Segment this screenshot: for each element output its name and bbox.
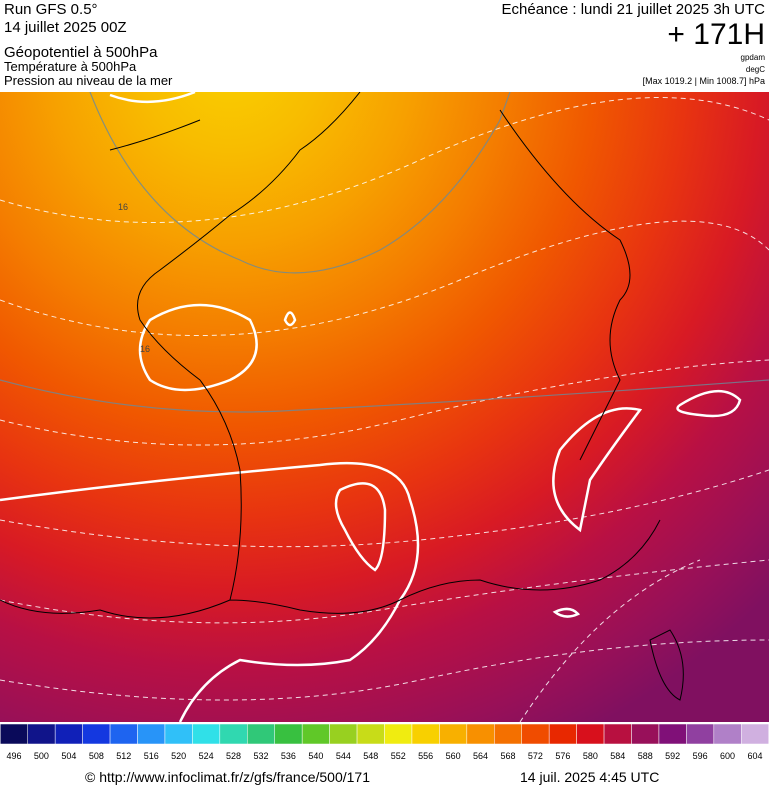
- color-swatch: [658, 723, 687, 745]
- colorbar-label: 588: [638, 751, 653, 761]
- color-swatch: [82, 723, 111, 745]
- pressure-contours: [0, 92, 742, 722]
- color-swatch: [192, 723, 221, 745]
- model-run: Run GFS 0.5°: [4, 1, 98, 18]
- color-swatch: [274, 723, 303, 745]
- color-swatch: [219, 723, 248, 745]
- color-swatch: [137, 723, 166, 745]
- unit: [Max 1019.2 | Min 1008.7] hPa: [643, 76, 765, 86]
- color-swatch: [109, 723, 138, 745]
- color-swatch: [439, 723, 468, 745]
- color-swatch: [713, 723, 742, 745]
- colorbar: 496 500 504 508 512 516 520 524 528 532 536 540 544 5…: [0, 723, 769, 761]
- colorbar-label: 512: [116, 751, 131, 761]
- color-swatch: [164, 723, 193, 745]
- issue-time: 14 juil. 2025 4:45 UTC: [520, 769, 659, 785]
- color-swatch: [384, 723, 413, 745]
- coastline: [0, 92, 684, 701]
- colorbar-label: 500: [34, 751, 49, 761]
- color-swatch: [27, 723, 56, 745]
- colorbar-label: 508: [89, 751, 104, 761]
- color-swatch: [329, 723, 358, 745]
- field-subtitle: Pression au niveau de la mer: [4, 73, 173, 88]
- colorbar-label: 596: [693, 751, 708, 761]
- color-swatch: [741, 723, 769, 745]
- color-swatch: [356, 723, 385, 745]
- colorbar-label: 496: [6, 751, 21, 761]
- colorbar-label: 524: [199, 751, 214, 761]
- color-swatch: [411, 723, 440, 745]
- color-swatch: [548, 723, 577, 745]
- color-swatch: [576, 723, 605, 745]
- colorbar-label: 584: [610, 751, 625, 761]
- geopotential-contours: [0, 97, 769, 722]
- colorbar-label: 532: [253, 751, 268, 761]
- contour-label: 16: [140, 344, 150, 354]
- unit: gpdam: [741, 53, 766, 62]
- colorbar-label: 536: [281, 751, 296, 761]
- colorbar-label: 604: [747, 751, 762, 761]
- colorbar-label: 592: [665, 751, 680, 761]
- colorbar-label: 556: [418, 751, 433, 761]
- forecast-time: Echéance : lundi 21 juillet 2025 3h UTC: [502, 1, 766, 18]
- unit: degC: [746, 65, 765, 74]
- color-swatch: [466, 723, 495, 745]
- color-swatch: [521, 723, 550, 745]
- source-url: © http://www.infoclimat.fr/z/gfs/france/…: [85, 769, 370, 785]
- colorbar-label: 564: [473, 751, 488, 761]
- colorbar-label: 528: [226, 751, 241, 761]
- colorbar-label: 572: [528, 751, 543, 761]
- color-swatch: [603, 723, 632, 745]
- colorbar-label: 552: [391, 751, 406, 761]
- color-swatch: [494, 723, 522, 745]
- color-swatch: [631, 723, 660, 745]
- colorbar-label: 520: [171, 751, 186, 761]
- colorbar-label: 568: [500, 751, 515, 761]
- colorbar-label: 600: [720, 751, 735, 761]
- colorbar-label: 504: [61, 751, 76, 761]
- colorbar-label: 576: [555, 751, 570, 761]
- colorbar-label: 516: [144, 751, 159, 761]
- field-subtitle: Température à 500hPa: [4, 59, 137, 74]
- colorbar-label: 544: [336, 751, 351, 761]
- color-swatch: [0, 723, 28, 745]
- color-swatch: [686, 723, 715, 745]
- colorbar-label: 580: [583, 751, 598, 761]
- color-swatch: [54, 723, 83, 745]
- map: 16 16: [0, 92, 769, 722]
- field-title: Géopotentiel à 500hPa: [4, 44, 158, 61]
- colorbar-label: 540: [308, 751, 323, 761]
- contour-label: 16: [118, 202, 128, 212]
- run-date: 14 juillet 2025 00Z: [4, 19, 127, 36]
- color-swatch: [247, 723, 275, 745]
- color-swatch: [301, 723, 330, 745]
- forecast-hour: + 171H: [667, 18, 765, 51]
- colorbar-label: 548: [363, 751, 378, 761]
- colorbar-label: 560: [446, 751, 461, 761]
- header: Run GFS 0.5° 14 juillet 2025 00Z Géopote…: [4, 1, 765, 88]
- temperature-contours: [0, 92, 769, 413]
